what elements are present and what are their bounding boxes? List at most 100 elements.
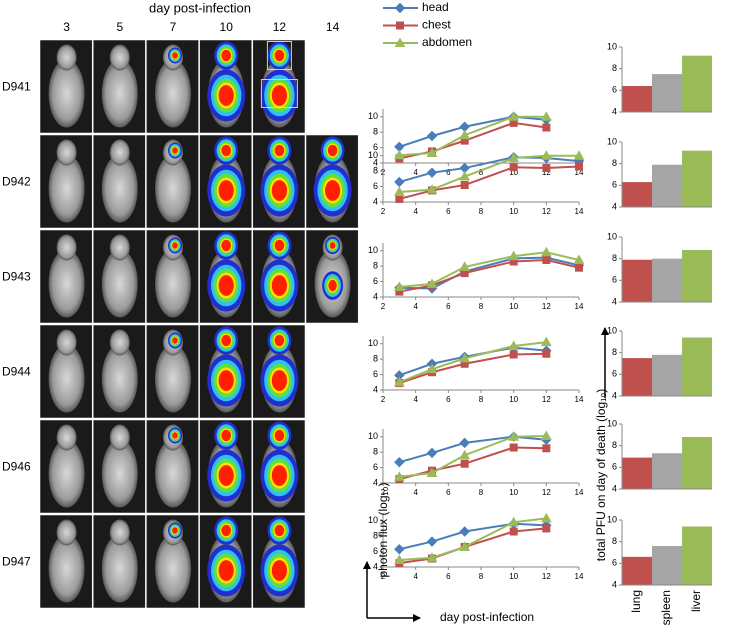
x-tick-label: 4 — [413, 168, 418, 177]
day-label: 12 — [273, 20, 287, 34]
x-tick-label: 10 — [509, 572, 518, 581]
marker — [542, 524, 551, 533]
signal — [218, 370, 234, 391]
x-tick-label: 4 — [413, 572, 418, 581]
animal-label: D943 — [2, 270, 31, 284]
signal — [218, 465, 234, 486]
mouse-head — [109, 44, 130, 71]
marker — [459, 526, 470, 537]
x-tick-label: 2 — [381, 207, 386, 216]
y-tick-label: 4 — [373, 157, 378, 167]
y-tick-label: 10 — [368, 150, 378, 160]
y-tick-label: 6 — [612, 369, 617, 379]
y-axis-label: photon flux (log₁₀) — [376, 482, 390, 577]
marker — [459, 129, 471, 140]
mouse — [101, 534, 138, 603]
y-tick-label: 8 — [612, 63, 617, 73]
bar — [682, 250, 712, 302]
mouse-head — [109, 139, 130, 166]
bar — [652, 354, 682, 396]
x-tick-label: 8 — [479, 207, 484, 216]
bar — [622, 259, 652, 302]
mouse-head — [56, 329, 77, 356]
legend-label: abdomen — [422, 35, 472, 49]
bar — [682, 150, 712, 207]
x-tick-label: 12 — [542, 488, 551, 497]
signal — [271, 465, 287, 486]
mouse-head — [109, 234, 130, 261]
mouse-head — [109, 424, 130, 451]
signal — [328, 279, 337, 292]
marker — [540, 336, 552, 347]
mouse — [101, 249, 138, 318]
signal — [172, 432, 178, 439]
bar — [682, 526, 712, 585]
x-tick-label: 8 — [479, 302, 484, 311]
mouse-head — [56, 139, 77, 166]
y-tick-label: 4 — [373, 384, 378, 394]
x-tick-label: 6 — [446, 168, 451, 177]
mouse — [155, 59, 191, 128]
bar — [682, 437, 712, 489]
series-line — [399, 115, 547, 157]
signal — [218, 560, 234, 581]
bar — [682, 55, 712, 112]
bar — [622, 86, 652, 112]
bar — [652, 546, 682, 585]
legend-marker — [394, 37, 406, 47]
y-tick-label: 8 — [612, 158, 617, 168]
marker — [575, 162, 583, 171]
marker — [426, 278, 438, 288]
y-tick-label: 6 — [612, 275, 617, 285]
x-tick-label: 12 — [542, 572, 551, 581]
bar — [652, 74, 682, 112]
legend-label: chest — [422, 18, 451, 32]
signal — [274, 144, 285, 157]
x-tick-label: 2 — [381, 302, 386, 311]
x-tick-label: 12 — [542, 168, 551, 177]
y-tick-label: 4 — [612, 390, 617, 400]
x-tick-label: 10 — [509, 168, 518, 177]
signal — [172, 147, 178, 154]
day-label: 5 — [116, 20, 123, 34]
x-tick-label: 8 — [479, 168, 484, 177]
legend-marker — [394, 2, 406, 14]
mouse — [48, 534, 85, 603]
signal — [221, 429, 231, 442]
marker — [509, 350, 518, 359]
bar — [652, 453, 682, 489]
animal-label: D946 — [2, 460, 31, 474]
marker — [426, 363, 438, 374]
series-line — [399, 156, 580, 183]
marker — [426, 130, 438, 142]
mouse — [101, 154, 138, 223]
y-tick-label: 6 — [373, 546, 378, 556]
y-tick-label: 6 — [373, 142, 378, 152]
marker — [542, 444, 551, 453]
marker — [542, 255, 551, 264]
marker — [426, 184, 438, 194]
x-tick-label: 8 — [479, 395, 484, 404]
signal — [327, 144, 338, 157]
animal-label: D947 — [2, 555, 31, 569]
x-tick-label: 12 — [542, 207, 551, 216]
marker — [393, 281, 405, 291]
mouse-head — [109, 329, 130, 356]
x-tick-label: 10 — [509, 302, 518, 311]
y-tick-label: 10 — [368, 515, 378, 525]
x-tick-label: 6 — [446, 395, 451, 404]
marker — [508, 431, 520, 441]
y-tick-label: 10 — [607, 136, 617, 146]
signal — [325, 180, 341, 201]
y-tick-label: 8 — [373, 531, 378, 541]
x-tick-label: 2 — [381, 395, 386, 404]
roi-box — [260, 79, 298, 108]
marker — [508, 111, 520, 121]
signal — [274, 524, 285, 537]
bar — [622, 358, 652, 396]
series-line — [399, 256, 580, 290]
signal — [221, 49, 231, 62]
marker — [573, 150, 585, 160]
marker — [459, 541, 471, 551]
